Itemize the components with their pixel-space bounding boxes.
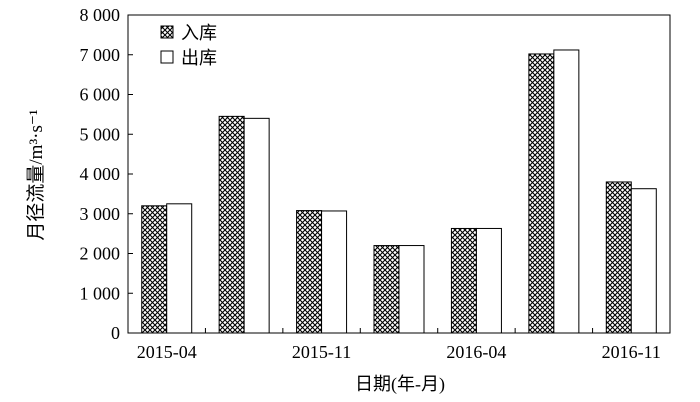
x-tick-label: 2015-04 <box>137 342 197 362</box>
bar-series1-cat2 <box>218 115 245 334</box>
legend-label: 出库 <box>181 48 217 68</box>
x-ticks: 2015-04 2015-11 2016-04 2016-11 <box>137 328 661 362</box>
bar-series2-cat3 <box>321 210 348 334</box>
bar-series2-cat4 <box>398 245 425 334</box>
bar-series2-cat6 <box>553 49 580 334</box>
legend-swatch <box>160 25 174 39</box>
bar-series2-cat5 <box>475 227 502 334</box>
y-tick-label: 4 000 <box>80 164 121 184</box>
y-axis-label: 月径流量/m³·s⁻¹ <box>25 109 47 241</box>
y-tick-label: 7 000 <box>80 45 121 65</box>
y-tick-label: 1 000 <box>80 283 121 303</box>
bar-series1-cat4 <box>373 245 400 334</box>
x-tick-label: 2015-11 <box>292 342 351 362</box>
bar-series2-cat7 <box>630 188 657 334</box>
y-tick-label: 6 000 <box>80 85 121 105</box>
bar-series2-cat2 <box>243 117 270 334</box>
y-tick-label: 8 000 <box>80 5 121 25</box>
y-tick-label: 5 000 <box>80 124 121 144</box>
bar-series1-cat7 <box>605 181 632 334</box>
bars-layer <box>141 49 657 334</box>
bar-series2-cat1 <box>166 203 193 334</box>
y-tick-label: 0 <box>111 323 120 343</box>
bar-series1-cat5 <box>450 227 477 334</box>
y-tick-label: 2 000 <box>80 244 121 264</box>
x-tick-label: 2016-04 <box>446 342 506 362</box>
y-tick-label: 3 000 <box>80 204 121 224</box>
legend-label: 入库 <box>181 23 217 43</box>
y-ticks: 0 1 000 2 000 3 000 4 000 5 000 6 000 7 000 8 00… <box>80 5 133 343</box>
legend-swatch <box>160 50 174 64</box>
bar-series1-cat6 <box>528 53 555 334</box>
x-axis-label: 日期(年-月) <box>355 374 445 395</box>
x-tick-label: 2016-11 <box>602 342 661 362</box>
bar-series1-cat3 <box>296 210 323 334</box>
bar-series1-cat1 <box>141 205 168 334</box>
